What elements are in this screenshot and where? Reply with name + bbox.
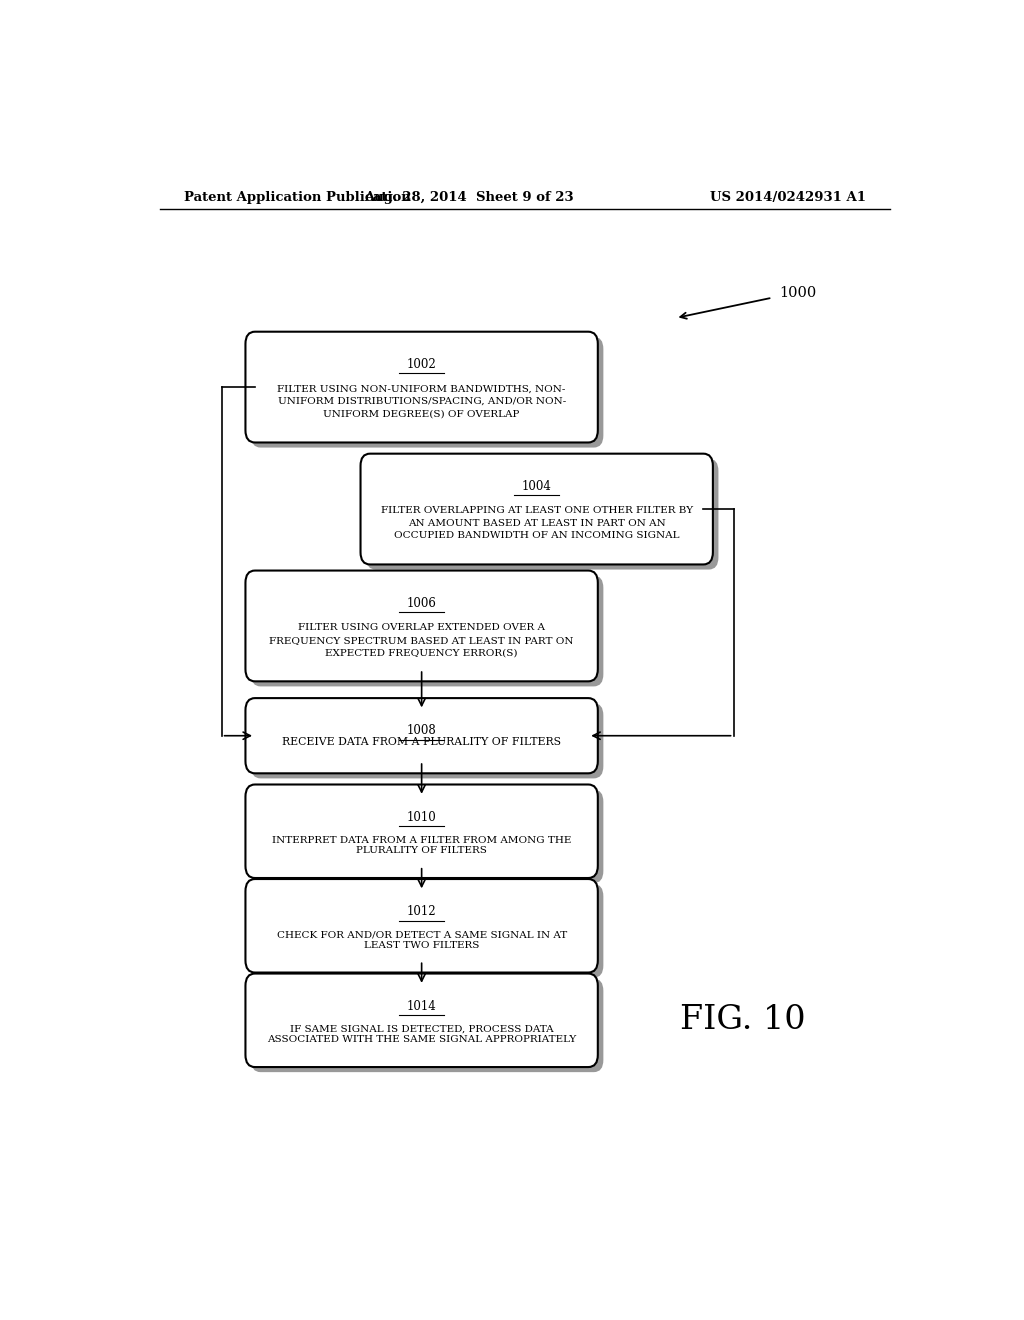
Text: ASSOCIATED WITH THE SAME SIGNAL APPROPRIATELY: ASSOCIATED WITH THE SAME SIGNAL APPROPRI…: [267, 1035, 577, 1044]
FancyBboxPatch shape: [246, 879, 598, 973]
FancyBboxPatch shape: [251, 704, 603, 779]
Text: 1008: 1008: [407, 725, 436, 737]
Text: PLURALITY OF FILTERS: PLURALITY OF FILTERS: [356, 846, 487, 855]
Text: INTERPRET DATA FROM A FILTER FROM AMONG THE: INTERPRET DATA FROM A FILTER FROM AMONG …: [272, 836, 571, 845]
Text: 1004: 1004: [522, 479, 552, 492]
FancyBboxPatch shape: [246, 974, 598, 1067]
FancyBboxPatch shape: [246, 784, 598, 878]
FancyBboxPatch shape: [246, 570, 598, 681]
Text: AN AMOUNT BASED AT LEAST IN PART ON AN: AN AMOUNT BASED AT LEAST IN PART ON AN: [408, 519, 666, 528]
Text: FREQUENCY SPECTRUM BASED AT LEAST IN PART ON: FREQUENCY SPECTRUM BASED AT LEAST IN PAR…: [269, 636, 573, 644]
Text: OCCUPIED BANDWIDTH OF AN INCOMING SIGNAL: OCCUPIED BANDWIDTH OF AN INCOMING SIGNAL: [394, 532, 680, 540]
Text: 1010: 1010: [407, 810, 436, 824]
FancyBboxPatch shape: [251, 576, 603, 686]
Text: US 2014/0242931 A1: US 2014/0242931 A1: [710, 190, 866, 203]
Text: FIG. 10: FIG. 10: [680, 1005, 805, 1036]
FancyBboxPatch shape: [367, 459, 719, 569]
Text: IF SAME SIGNAL IS DETECTED, PROCESS DATA: IF SAME SIGNAL IS DETECTED, PROCESS DATA: [290, 1024, 553, 1034]
Text: UNIFORM DEGREE(S) OF OVERLAP: UNIFORM DEGREE(S) OF OVERLAP: [324, 409, 520, 418]
Text: 1012: 1012: [407, 906, 436, 917]
Text: FILTER USING OVERLAP EXTENDED OVER A: FILTER USING OVERLAP EXTENDED OVER A: [298, 623, 545, 632]
Text: 1000: 1000: [778, 285, 816, 300]
Text: 1002: 1002: [407, 358, 436, 371]
Text: EXPECTED FREQUENCY ERROR(S): EXPECTED FREQUENCY ERROR(S): [326, 648, 518, 657]
Text: 1006: 1006: [407, 597, 436, 610]
FancyBboxPatch shape: [251, 789, 603, 883]
Text: LEAST TWO FILTERS: LEAST TWO FILTERS: [364, 941, 479, 949]
FancyBboxPatch shape: [360, 454, 713, 565]
Text: Aug. 28, 2014  Sheet 9 of 23: Aug. 28, 2014 Sheet 9 of 23: [365, 190, 574, 203]
Text: CHECK FOR AND/OR DETECT A SAME SIGNAL IN AT: CHECK FOR AND/OR DETECT A SAME SIGNAL IN…: [276, 931, 566, 940]
Text: FILTER USING NON-UNIFORM BANDWIDTHS, NON-: FILTER USING NON-UNIFORM BANDWIDTHS, NON…: [278, 384, 566, 393]
Text: UNIFORM DISTRIBUTIONS/SPACING, AND/OR NON-: UNIFORM DISTRIBUTIONS/SPACING, AND/OR NO…: [278, 397, 565, 405]
FancyBboxPatch shape: [246, 698, 598, 774]
FancyBboxPatch shape: [251, 337, 603, 447]
Text: Patent Application Publication: Patent Application Publication: [183, 190, 411, 203]
Text: FILTER OVERLAPPING AT LEAST ONE OTHER FILTER BY: FILTER OVERLAPPING AT LEAST ONE OTHER FI…: [381, 507, 693, 515]
FancyBboxPatch shape: [246, 331, 598, 442]
FancyBboxPatch shape: [251, 884, 603, 978]
FancyBboxPatch shape: [251, 978, 603, 1072]
Text: RECEIVE DATA FROM A PLURALITY OF FILTERS: RECEIVE DATA FROM A PLURALITY OF FILTERS: [283, 737, 561, 747]
Text: 1014: 1014: [407, 999, 436, 1012]
